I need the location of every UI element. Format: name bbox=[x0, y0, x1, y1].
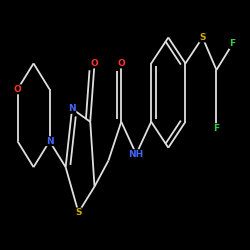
Text: F: F bbox=[230, 40, 235, 48]
Text: O: O bbox=[14, 85, 22, 94]
Text: O: O bbox=[91, 59, 98, 68]
Text: S: S bbox=[199, 33, 206, 42]
Text: F: F bbox=[214, 124, 220, 133]
Text: S: S bbox=[75, 208, 82, 217]
Text: O: O bbox=[118, 59, 125, 68]
Text: N: N bbox=[46, 137, 54, 146]
Text: NH: NH bbox=[128, 150, 144, 159]
Text: N: N bbox=[68, 104, 76, 113]
